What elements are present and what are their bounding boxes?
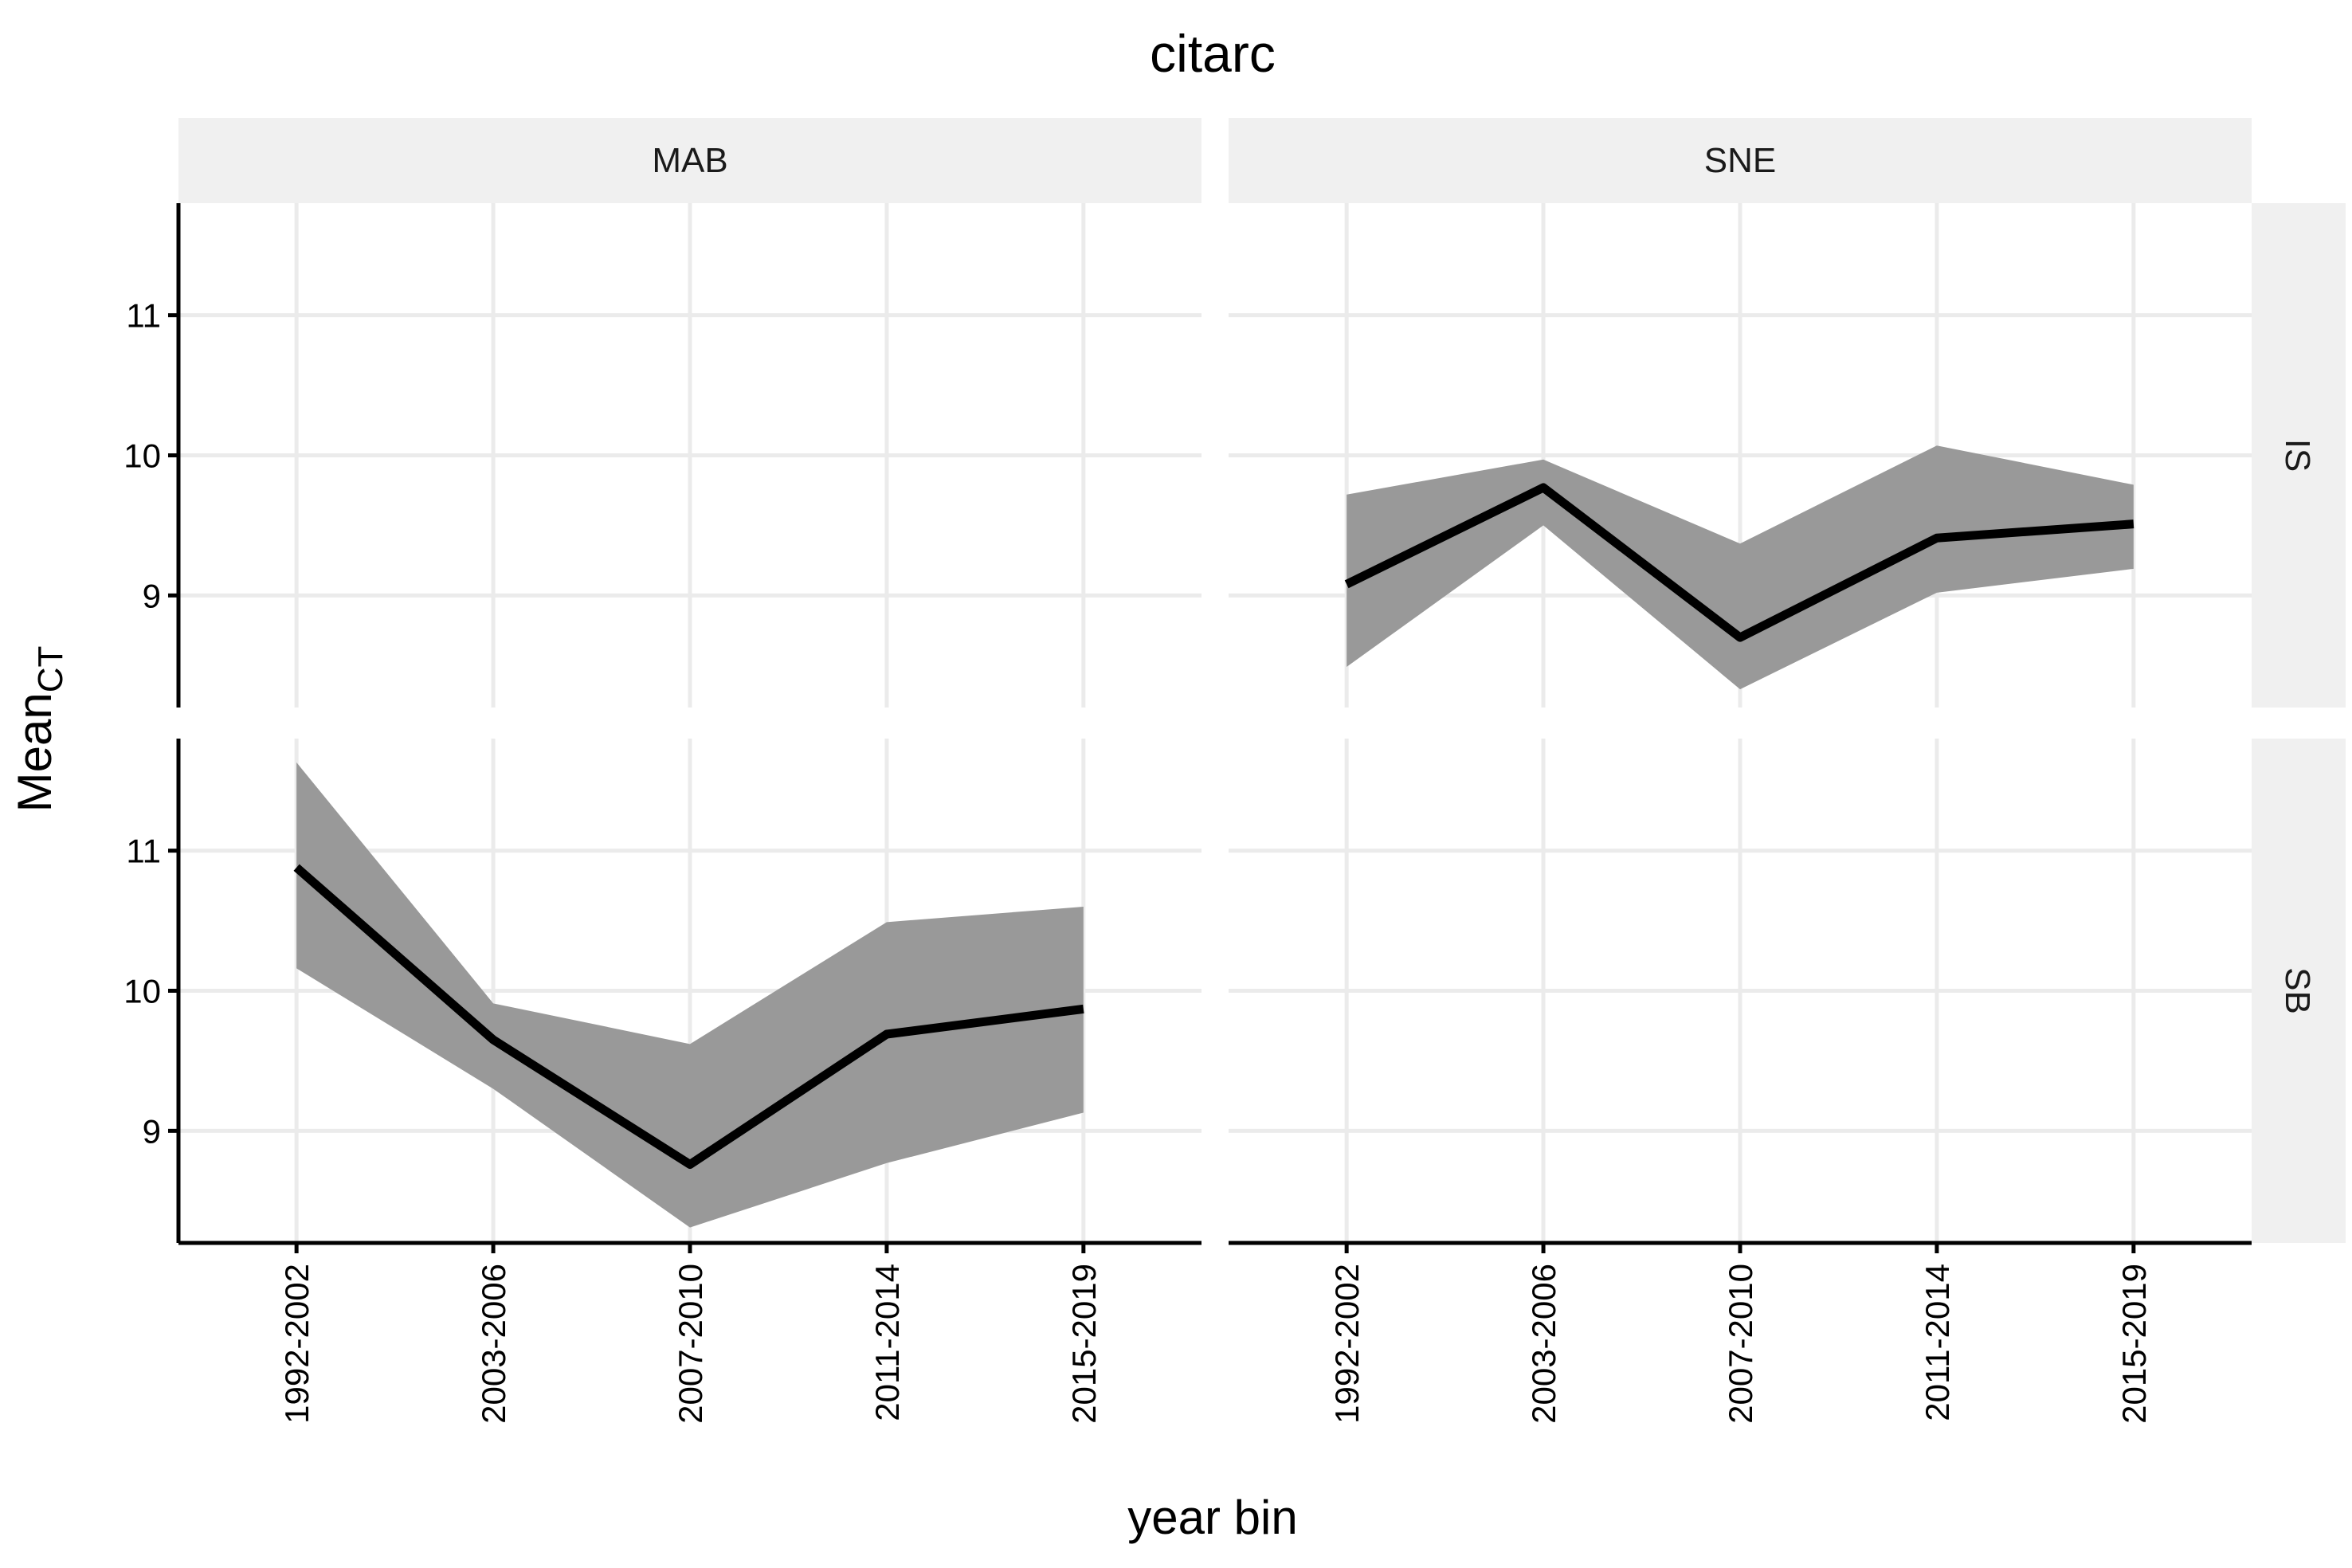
panel-group: MAB SNE IS SB 9 10 11 9 10 11 1992-2002 2003-2006 20… bbox=[123, 118, 2346, 1424]
chart-title: citarc bbox=[1150, 24, 1276, 83]
x-tick-label: 2015-2019 bbox=[2115, 1264, 2153, 1424]
row-strip-sb bbox=[2252, 739, 2346, 1243]
panel-sne-is bbox=[1229, 203, 2252, 708]
x-tick-label: 2011-2014 bbox=[868, 1264, 906, 1421]
col-strip-label-sne: SNE bbox=[1704, 141, 1776, 180]
x-tick-label: 2007-2010 bbox=[672, 1264, 709, 1424]
col-strip-sne bbox=[1229, 118, 2252, 203]
mean-line bbox=[293, 864, 1084, 1170]
y-tick-label: 11 bbox=[126, 833, 161, 870]
x-tick-label: 2007-2010 bbox=[1722, 1264, 1759, 1424]
x-axis-title: year bin bbox=[1127, 1491, 1297, 1544]
confidence-ribbon bbox=[296, 762, 1084, 1228]
x-tick-label: 1992-2002 bbox=[1328, 1264, 1366, 1424]
y-axis-title: MeanCT bbox=[8, 646, 70, 813]
mean-line bbox=[1344, 483, 2134, 642]
y-tick-label: 11 bbox=[126, 297, 161, 335]
panel-mab-sb: 9 10 11 1992-2002 2003-2006 2007-2010 2011-201… bbox=[123, 739, 1201, 1424]
panel-sne-sb: 1992-2002 2003-2006 2007-2010 2011-2014 2015… bbox=[1229, 739, 2252, 1424]
y-tick-label: 9 bbox=[143, 577, 161, 614]
x-tick-label: 1992-2002 bbox=[278, 1264, 316, 1424]
row-strip-is bbox=[2252, 203, 2346, 708]
y-axis-title-subscript: CT bbox=[31, 646, 70, 693]
x-tick-label: 2003-2006 bbox=[475, 1264, 512, 1424]
y-tick-label: 10 bbox=[123, 437, 161, 475]
x-tick-label: 2011-2014 bbox=[1919, 1264, 1956, 1421]
col-strip-mab bbox=[178, 118, 1201, 203]
confidence-ribbon bbox=[1347, 445, 2134, 690]
x-tick-label: 2003-2006 bbox=[1525, 1264, 1562, 1424]
col-strip-label-mab: MAB bbox=[652, 141, 727, 180]
panel-mab-is: 9 10 11 bbox=[123, 203, 1201, 708]
y-axis-title-main: Mean bbox=[8, 692, 61, 812]
y-tick-label: 10 bbox=[123, 973, 161, 1010]
x-tick-label: 2015-2019 bbox=[1065, 1264, 1103, 1424]
y-tick-label: 9 bbox=[143, 1112, 161, 1150]
row-strip-label-is: IS bbox=[2278, 439, 2317, 472]
row-strip-label-sb: SB bbox=[2278, 967, 2317, 1014]
